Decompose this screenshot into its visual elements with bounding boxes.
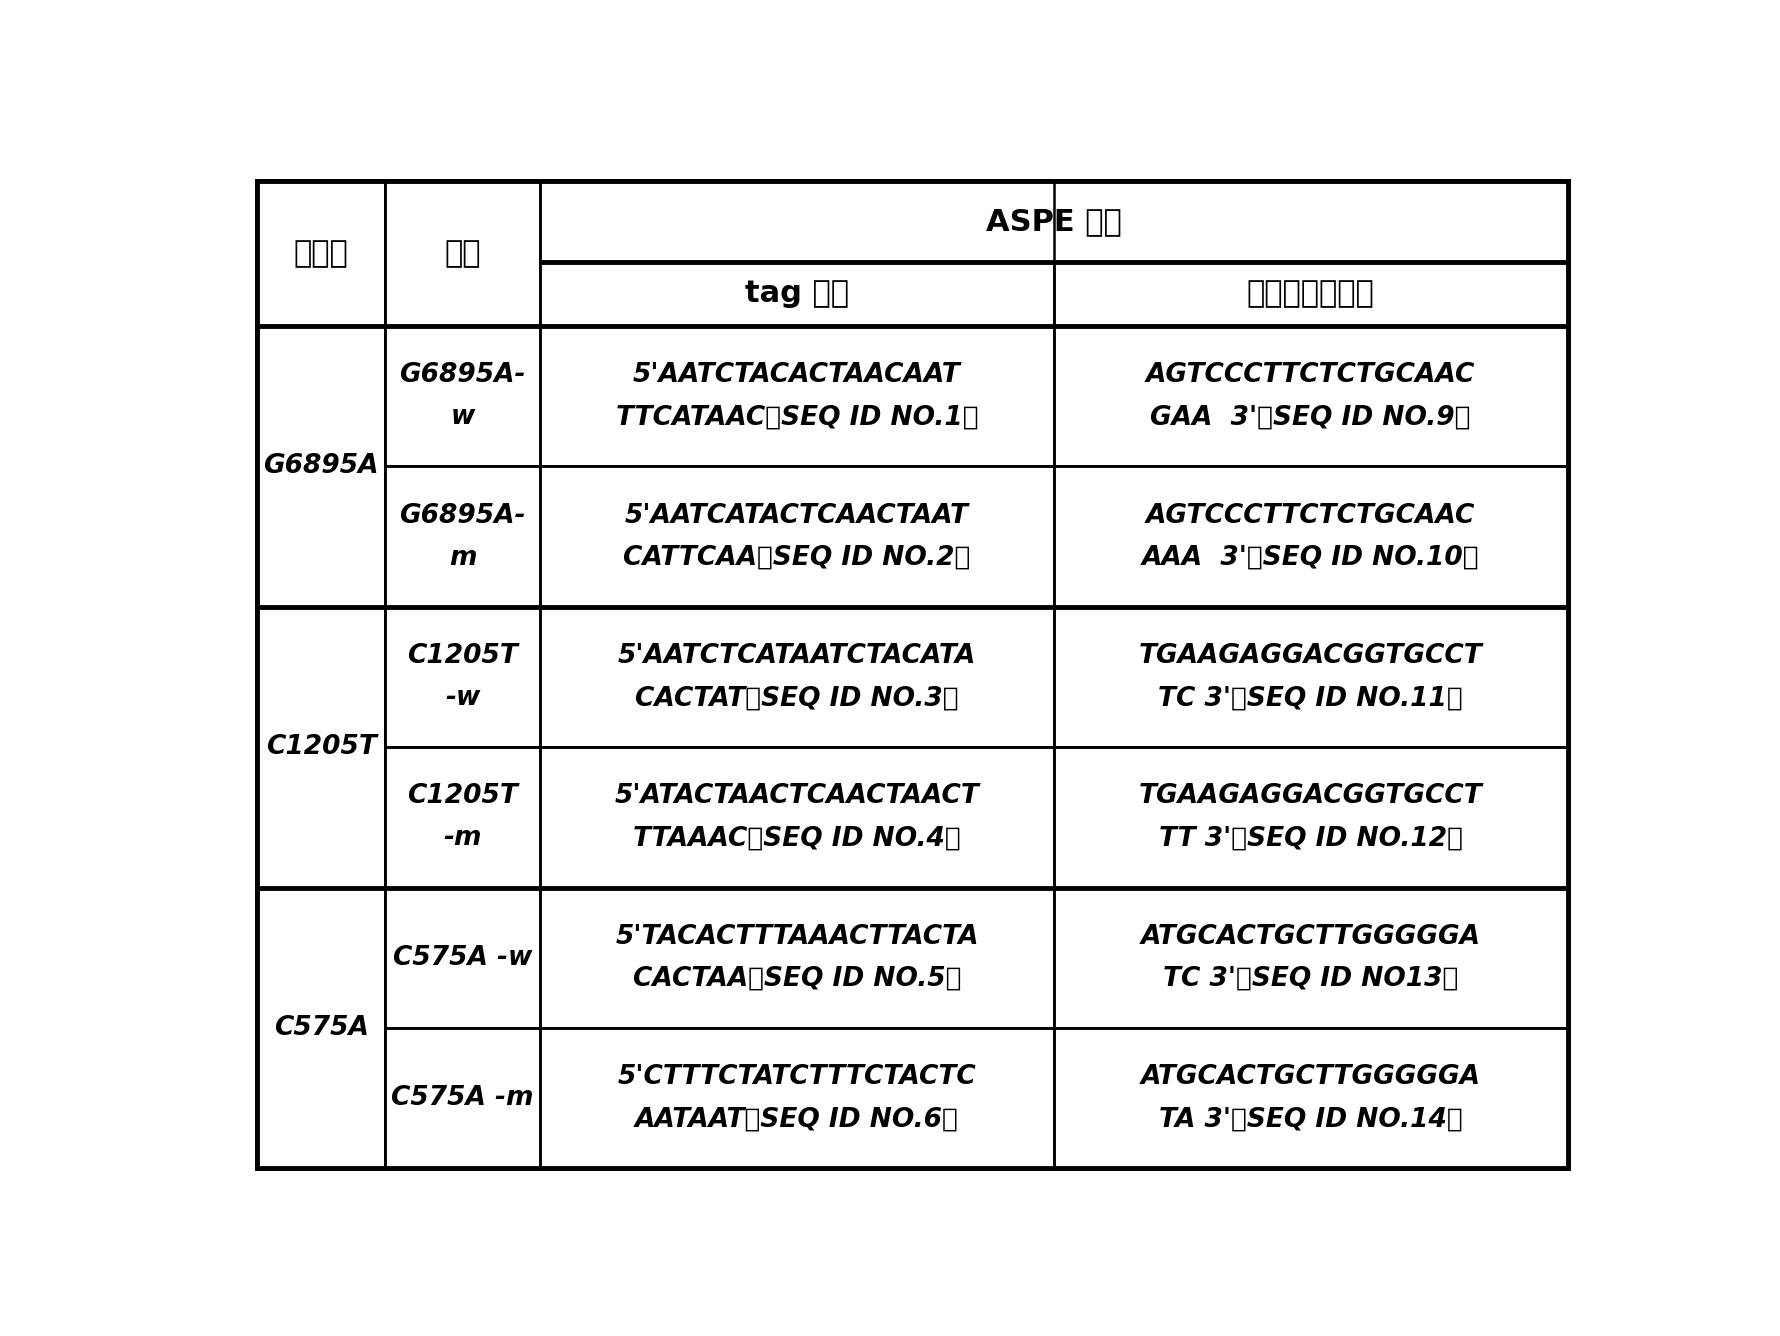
Text: G6895A: G6895A bbox=[263, 453, 379, 480]
Bar bbox=[539, 747, 1054, 887]
Text: G6895A-
w: G6895A- w bbox=[399, 362, 525, 430]
Text: C575A: C575A bbox=[274, 1015, 368, 1041]
Text: tag 序列: tag 序列 bbox=[744, 279, 849, 309]
Bar bbox=[1054, 607, 1568, 747]
Bar bbox=[539, 887, 1054, 1029]
Text: 基因型: 基因型 bbox=[294, 239, 349, 269]
Bar bbox=[256, 326, 386, 607]
Bar bbox=[539, 1029, 1054, 1169]
Bar bbox=[256, 887, 386, 1169]
Bar bbox=[539, 607, 1054, 747]
Text: 5'CTTTCTATCTTTCTACTC
AATAAT（SEQ ID NO.6）: 5'CTTTCTATCTTTCTACTC AATAAT（SEQ ID NO.6） bbox=[618, 1065, 975, 1133]
Bar bbox=[256, 607, 386, 887]
Text: ATGCACTGCTTGGGGGA
TC 3'（SEQ ID NO13）: ATGCACTGCTTGGGGGA TC 3'（SEQ ID NO13） bbox=[1141, 925, 1481, 991]
Bar bbox=[539, 326, 1054, 466]
Bar bbox=[1054, 747, 1568, 887]
Bar bbox=[386, 607, 539, 747]
Text: C575A -w: C575A -w bbox=[393, 945, 532, 971]
Text: C1205T: C1205T bbox=[265, 735, 377, 760]
Text: AGTCCCTTCTCTGCAAC
AAA  3'（SEQ ID NO.10）: AGTCCCTTCTCTGCAAC AAA 3'（SEQ ID NO.10） bbox=[1141, 502, 1479, 570]
Text: C1205T
-w: C1205T -w bbox=[408, 643, 518, 711]
Bar bbox=[386, 747, 539, 887]
Bar bbox=[386, 180, 539, 326]
Bar bbox=[539, 262, 1054, 326]
Bar bbox=[386, 326, 539, 466]
Text: TGAAGAGGACGGTGCCT
TT 3'（SEQ ID NO.12）: TGAAGAGGACGGTGCCT TT 3'（SEQ ID NO.12） bbox=[1139, 783, 1483, 851]
Bar bbox=[1054, 326, 1568, 466]
Text: 5'AATCTCATAATCTACATA
CACTAT（SEQ ID NO.3）: 5'AATCTCATAATCTACATA CACTAT（SEQ ID NO.3） bbox=[618, 643, 975, 711]
Bar bbox=[386, 466, 539, 607]
Bar bbox=[1054, 1029, 1568, 1169]
Bar bbox=[256, 180, 386, 326]
Bar bbox=[1054, 887, 1568, 1029]
Bar bbox=[1054, 466, 1568, 607]
Text: TGAAGAGGACGGTGCCT
TC 3'（SEQ ID NO.11）: TGAAGAGGACGGTGCCT TC 3'（SEQ ID NO.11） bbox=[1139, 643, 1483, 711]
Text: AGTCCCTTCTCTGCAAC
GAA  3'（SEQ ID NO.9）: AGTCCCTTCTCTGCAAC GAA 3'（SEQ ID NO.9） bbox=[1146, 362, 1476, 430]
Bar bbox=[386, 1029, 539, 1169]
Text: C575A -m: C575A -m bbox=[392, 1085, 534, 1112]
Bar bbox=[539, 180, 1568, 262]
Bar bbox=[386, 887, 539, 1029]
Bar bbox=[1054, 262, 1568, 326]
Text: 5'ATACTAACTCAACTAACT
TTAAAC（SEQ ID NO.4）: 5'ATACTAACTCAACTAACT TTAAAC（SEQ ID NO.4） bbox=[614, 783, 979, 851]
Text: ASPE 引物: ASPE 引物 bbox=[986, 207, 1121, 236]
Text: 类型: 类型 bbox=[445, 239, 481, 269]
Text: G6895A-
m: G6895A- m bbox=[399, 502, 525, 570]
Text: 特异性引物序列: 特异性引物序列 bbox=[1246, 279, 1374, 309]
Text: 5'AATCATACTCAACTAAT
CATTCAA（SEQ ID NO.2）: 5'AATCATACTCAACTAAT CATTCAA（SEQ ID NO.2） bbox=[623, 502, 970, 570]
Bar bbox=[539, 466, 1054, 607]
Text: 5'TACACTTTAAACTTACTA
CACTAA（SEQ ID NO.5）: 5'TACACTTTAAACTTACTA CACTAA（SEQ ID NO.5） bbox=[616, 925, 979, 991]
Text: 5'AATCTACACTAACAAT
TTCATAAC（SEQ ID NO.1）: 5'AATCTACACTAACAAT TTCATAAC（SEQ ID NO.1） bbox=[616, 362, 979, 430]
Text: ATGCACTGCTTGGGGGA
TA 3'（SEQ ID NO.14）: ATGCACTGCTTGGGGGA TA 3'（SEQ ID NO.14） bbox=[1141, 1065, 1481, 1133]
Text: C1205T
-m: C1205T -m bbox=[408, 783, 518, 851]
